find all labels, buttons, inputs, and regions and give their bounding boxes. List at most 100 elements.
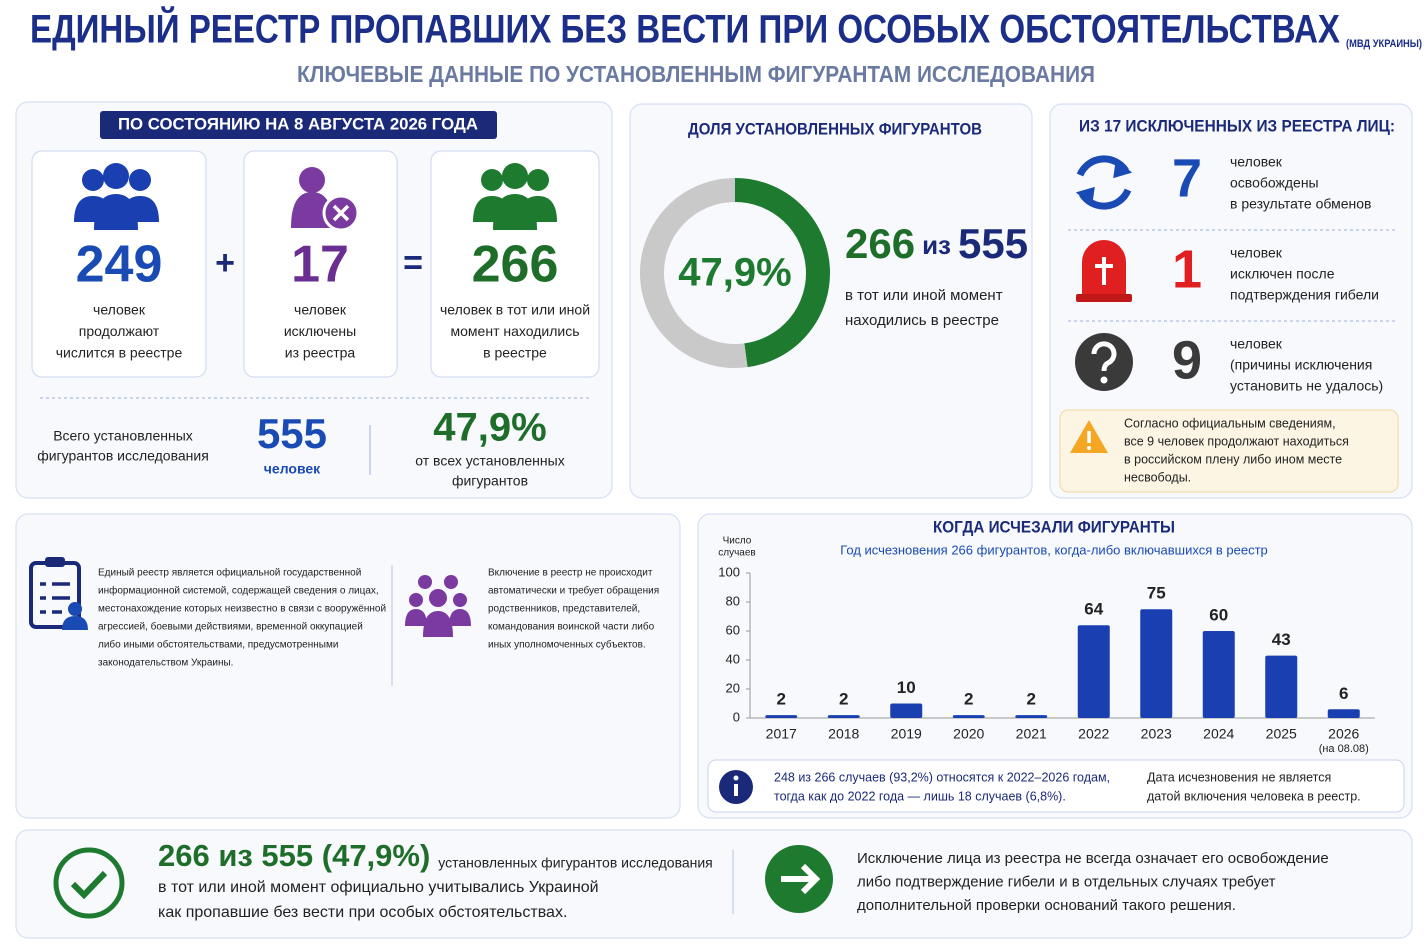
row-value: 7 (1172, 148, 1202, 208)
people-icon (473, 163, 557, 230)
warning-text: несвободы. (1124, 470, 1191, 484)
row-text: в результате обменов (1230, 196, 1371, 212)
data-label: 2 (964, 690, 973, 709)
bar (890, 703, 923, 718)
title: ЕДИНЫЙ РЕЕСТР ПРОПАВШИХ БЕЗ ВЕСТИ ПРИ ОС… (30, 6, 1340, 52)
footer-text: Исключение лица из реестра не всегда озн… (857, 850, 1329, 867)
donut-segment (734, 178, 830, 368)
footer-text: как пропавшие без вести при особых обсто… (158, 904, 567, 921)
share-panel (629, 103, 1033, 499)
data-label: 2 (839, 690, 848, 709)
card (31, 150, 207, 378)
tag-text: ПО СОСТОЯНИЮ НА 8 АВГУСТА 2026 ГОДА (118, 114, 478, 133)
card-text: человек (294, 302, 347, 318)
donut-annotation: 266 (845, 220, 915, 267)
plus: + (215, 244, 235, 282)
info-text: датой включения человека в реестр. (1147, 789, 1361, 803)
data-label: 64 (1084, 600, 1103, 619)
warning-box (1059, 409, 1399, 493)
row-text: (причины исключения (1230, 357, 1372, 373)
info-text: Дата исчезновения не является (1147, 770, 1331, 784)
y-tick-label: 80 (726, 593, 740, 608)
data-label: 2 (1027, 690, 1036, 709)
arrow-icon (765, 845, 833, 913)
x-tick-label: 2020 (953, 726, 984, 742)
bar (1140, 609, 1173, 718)
card-value: 266 (472, 236, 559, 294)
info-text: тогда как до 2022 года — лишь 18 случаев… (774, 789, 1066, 803)
about-text: иных уполномоченных субъектов. (488, 639, 646, 651)
bar (1077, 625, 1110, 718)
exchange-icon (1075, 155, 1133, 210)
card-text: человек в тот или иной (440, 302, 590, 318)
donut-text: находились в реестре (845, 312, 999, 329)
footer-text: дополнительной проверки оснований такого… (857, 897, 1236, 914)
about-text: законодательством Украины. (98, 658, 233, 669)
data-label: 6 (1339, 684, 1348, 703)
about-text: Включение в реестр не происходит (488, 568, 653, 579)
footer-text: в тот или иной момент официально учитыва… (158, 879, 599, 896)
row-value: 9 (1172, 330, 1202, 390)
date-tag (100, 111, 497, 139)
card-value: 249 (76, 236, 163, 294)
row-value: 1 (1172, 239, 1202, 299)
x-tick-label: 2026 (1328, 726, 1359, 742)
share-value: 47,9% (433, 406, 546, 450)
about-text: автоматически и требует обращения (488, 585, 659, 597)
card-text: человек (93, 302, 146, 318)
x-note: (на 08.08) (1319, 743, 1369, 755)
total-unit: человек (264, 461, 321, 477)
bar (952, 715, 985, 718)
total-text: фигурантов исследования (37, 448, 209, 464)
card (243, 150, 398, 378)
bar (827, 715, 860, 718)
bar (1015, 715, 1048, 718)
about-text: родственников, представителей, (488, 604, 640, 615)
card-text: в реестре (483, 345, 547, 361)
data-label: 10 (897, 678, 916, 697)
about-text: Единый реестр является официальной госуд… (98, 567, 361, 579)
people-icon (405, 575, 471, 637)
data-label: 60 (1209, 605, 1228, 624)
card-text: исключены (284, 323, 356, 339)
row-text: освобождены (1230, 175, 1319, 191)
y-axis-label: случаев (718, 548, 755, 559)
x-tick-label: 2019 (891, 726, 922, 742)
share-text: фигурантов (452, 473, 528, 489)
bar (1202, 631, 1235, 718)
x-tick-label: 2017 (766, 726, 797, 742)
total-value: 555 (257, 410, 327, 457)
about-text: агрессией, боевыми действиями, временной… (98, 621, 363, 633)
y-tick-label: 20 (726, 680, 740, 695)
about-text: либо иными обстоятельствами, предусмотре… (98, 639, 338, 651)
footer-headline: 266 из 555 (47,9%) (158, 838, 430, 873)
check-icon (53, 847, 125, 919)
subtitle: КЛЮЧЕВЫЕ ДАННЫЕ ПО УСТАНОВЛЕННЫМ ФИГУРАН… (297, 61, 1095, 87)
footer-text: либо подтверждение гибели и в отдельных … (857, 873, 1276, 890)
about-text: командования воинской части либо (488, 621, 655, 633)
x-tick-label: 2021 (1016, 726, 1047, 742)
x-tick-label: 2024 (1203, 726, 1234, 742)
donut-text: в тот или иной момент (845, 287, 1003, 304)
excluded-panel (1049, 103, 1413, 499)
row-text: подтверждения гибели (1230, 287, 1379, 303)
card-text: числится в реестре (56, 345, 183, 361)
row-text: человек (1230, 245, 1283, 261)
source: (МВД УКРАИНЫ) (1346, 38, 1422, 50)
row-text: установить не удалось) (1230, 378, 1383, 394)
about-panel (15, 513, 681, 819)
y-tick-label: 40 (726, 651, 740, 666)
donut-segment (640, 178, 748, 368)
x-tick-label: 2018 (828, 726, 859, 742)
people-icon (74, 163, 159, 230)
total-text: Всего установленных (53, 428, 193, 444)
data-label: 75 (1147, 584, 1166, 603)
y-tick-label: 100 (718, 564, 740, 579)
question-icon (1075, 333, 1133, 391)
about-text: информационной системой, содержащей свед… (98, 585, 379, 597)
y-axis-label: Число (723, 536, 752, 547)
footer-panel (15, 829, 1413, 939)
share-text: от всех установленных (415, 453, 564, 469)
row-text: исключен после (1230, 266, 1335, 282)
